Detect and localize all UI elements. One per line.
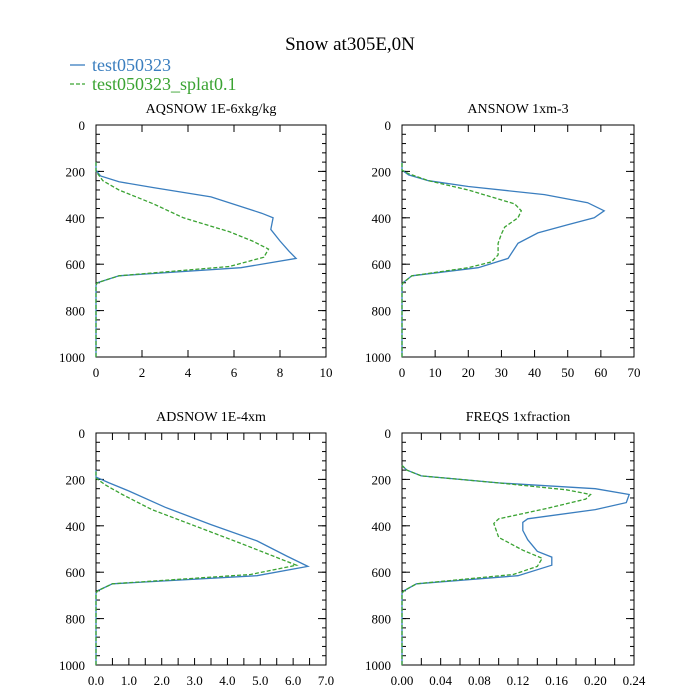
y-tick-label: 800 [372, 304, 392, 319]
y-tick-label: 200 [372, 164, 392, 179]
x-tick-label: 0.20 [584, 673, 607, 688]
y-tick-label: 400 [66, 211, 86, 226]
chart-panel-1: ANSNOW 1xm-3 0 200 400 600 800 1000 0 10 20 30 40 50… [365, 102, 641, 380]
chart-panel-0: AQSNOW 1E-6xkg/kg 0 200 400 600 800 1000 0 2 4 6 8 1… [59, 102, 333, 380]
y-tick-label: 200 [66, 472, 86, 487]
x-tick-label: 10 [429, 365, 442, 380]
series-line-test050323_splat0.1 [401, 465, 592, 665]
plot-frame [401, 432, 635, 666]
x-tick-label: 10 [320, 365, 333, 380]
y-tick-label: 800 [66, 612, 86, 627]
y-tick-label: 400 [372, 211, 392, 226]
y-tick-label: 600 [66, 565, 86, 580]
figure-title: Snow at305E,0N [285, 34, 415, 55]
chart-title: AQSNOW 1E-6xkg/kg [146, 102, 277, 117]
series-line-test050323 [401, 465, 631, 665]
series-line-test050323_splat0.1 [95, 162, 270, 357]
y-tick-label: 600 [372, 565, 392, 580]
y-tick-label: 400 [372, 519, 392, 534]
x-tick-label: 30 [495, 365, 508, 380]
y-tick-label: 400 [66, 519, 86, 534]
x-tick-label: 20 [462, 365, 475, 380]
plot-frame [401, 124, 635, 358]
x-tick-label: 8 [277, 365, 284, 380]
y-tick-label: 0 [79, 118, 86, 133]
x-tick-label: 0.24 [623, 673, 646, 688]
chart-title: ADSNOW 1E-4xm [156, 410, 266, 425]
series-line-test050323_splat0.1 [95, 470, 299, 665]
y-tick-label: 800 [66, 304, 86, 319]
chart-title: ANSNOW 1xm-3 [467, 102, 568, 117]
series-line-test050323 [95, 470, 310, 665]
y-tick-label: 1000 [365, 350, 391, 365]
y-tick-label: 1000 [59, 658, 85, 673]
x-tick-label: 4 [185, 365, 192, 380]
legend-label-0: test050323 [92, 55, 171, 75]
x-tick-label: 0.12 [507, 673, 530, 688]
x-tick-label: 0.0 [88, 673, 104, 688]
plot-frame [95, 124, 327, 358]
y-tick-label: 800 [372, 612, 392, 627]
y-tick-label: 1000 [59, 350, 85, 365]
x-tick-label: 4.0 [219, 673, 235, 688]
y-tick-label: 1000 [365, 658, 391, 673]
x-tick-label: 50 [561, 365, 574, 380]
x-tick-label: 0.16 [545, 673, 568, 688]
x-tick-label: 1.0 [121, 673, 137, 688]
x-tick-label: 6.0 [285, 673, 301, 688]
x-tick-label: 0.04 [429, 673, 452, 688]
series-line-test050323 [401, 162, 606, 357]
plot-frame [95, 432, 327, 666]
legend-label-1: test050323_splat0.1 [92, 74, 237, 94]
y-tick-label: 200 [66, 164, 86, 179]
x-tick-label: 3.0 [186, 673, 202, 688]
x-tick-label: 2 [139, 365, 146, 380]
chart-title: FREQS 1xfraction [466, 410, 571, 425]
legend: test050323 test050323_splat0.1 [70, 55, 237, 94]
x-tick-label: 7.0 [318, 673, 334, 688]
y-tick-label: 600 [372, 257, 392, 272]
x-tick-label: 0.00 [391, 673, 414, 688]
series-line-test050323_splat0.1 [401, 162, 523, 357]
x-tick-label: 6 [231, 365, 238, 380]
x-tick-label: 2.0 [154, 673, 170, 688]
y-tick-label: 0 [385, 118, 392, 133]
x-tick-label: 0 [399, 365, 406, 380]
x-tick-label: 5.0 [252, 673, 268, 688]
y-tick-label: 200 [372, 472, 392, 487]
x-tick-label: 40 [528, 365, 541, 380]
y-tick-label: 600 [66, 257, 86, 272]
series-line-test050323 [95, 162, 298, 357]
y-tick-label: 0 [385, 426, 392, 441]
x-tick-label: 0 [93, 365, 100, 380]
y-tick-label: 0 [79, 426, 86, 441]
x-tick-label: 0.08 [468, 673, 491, 688]
x-tick-label: 70 [628, 365, 641, 380]
x-tick-label: 60 [594, 365, 607, 380]
